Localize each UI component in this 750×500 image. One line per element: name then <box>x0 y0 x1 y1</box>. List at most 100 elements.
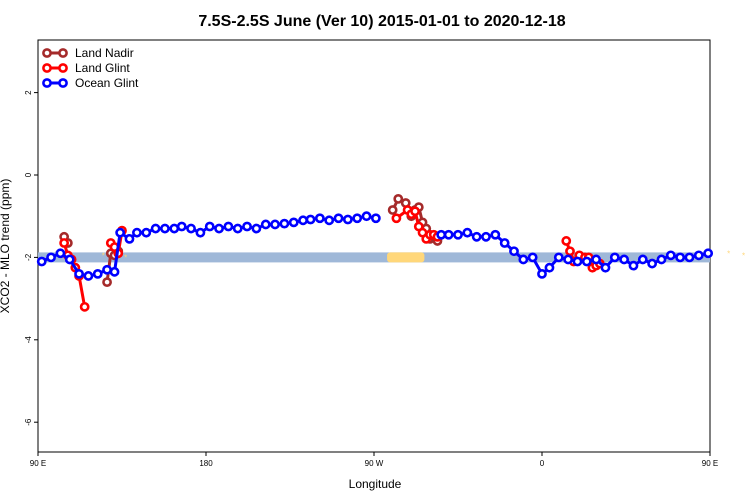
ocean-glint-point <box>195 227 206 238</box>
ocean-glint-point <box>675 252 686 263</box>
land-glint-point <box>410 206 420 217</box>
series-layer <box>36 193 714 312</box>
ocean-glint-point <box>665 250 676 261</box>
legend-marker-land-nadir <box>42 48 52 58</box>
ocean-glint-point <box>619 254 630 265</box>
ocean-glint-point <box>462 227 473 238</box>
ocean-glint-point <box>214 223 224 234</box>
land-nadir-point <box>102 277 112 288</box>
legend-marker-land-nadir <box>58 48 68 58</box>
ocean-glint-point <box>305 214 316 225</box>
band-rect <box>38 252 710 263</box>
land-glint-point <box>565 246 575 257</box>
ocean-glint-point <box>499 238 510 248</box>
ocean-glint-point <box>260 219 271 230</box>
ocean-glint-point <box>361 211 372 222</box>
land-marker: * <box>742 251 745 260</box>
ocean-glint-point <box>223 221 234 232</box>
ocean-glint-point <box>342 214 353 225</box>
ocean-glint-point <box>160 223 170 234</box>
y-tick-label: -4 <box>24 336 33 344</box>
y-tick-label: 0 <box>24 172 33 177</box>
ocean-glint-point <box>55 248 66 259</box>
legend-marker-ocean-glint <box>58 78 68 88</box>
land-marker: * <box>727 249 730 258</box>
ocean-glint-point <box>591 254 602 265</box>
ocean-glint-point <box>600 262 611 273</box>
legend-label-land-glint: Land Glint <box>75 61 130 75</box>
ocean-glint-point <box>684 252 695 263</box>
ocean-glint-point <box>141 227 152 238</box>
ocean-glint-point <box>115 227 126 238</box>
ocean-glint-point <box>46 252 56 263</box>
x-tick-label: 180 <box>199 459 213 468</box>
ocean-glint-point <box>518 254 529 265</box>
ocean-glint-point <box>150 223 161 234</box>
land-nadir-point <box>387 205 398 215</box>
ocean-glint-point <box>74 268 84 279</box>
legend-marker-land-glint <box>58 63 68 73</box>
y-axis-label: XCO2 - MLO trend (ppm) <box>0 179 12 314</box>
ocean-glint-point <box>647 258 658 269</box>
land-marker: * <box>124 253 127 262</box>
ocean-glint-point <box>324 215 335 226</box>
ocean-glint-point <box>572 256 583 267</box>
ocean-glint-point <box>481 231 491 242</box>
ocean-glint-point <box>628 260 639 271</box>
ocean-glint-point <box>314 213 325 224</box>
series-ocean-glint <box>36 211 714 281</box>
ocean-glint-point <box>609 252 620 263</box>
reference-band <box>38 252 710 263</box>
ocean-glint-point <box>544 262 555 273</box>
ocean-glint-point <box>109 266 120 277</box>
ocean-glint-point <box>232 223 243 234</box>
land-nadir-point <box>393 193 404 204</box>
land-glint-point <box>391 213 402 224</box>
ocean-glint-point <box>553 252 564 263</box>
ocean-glint-point <box>288 217 299 228</box>
land-marker: * <box>102 251 105 260</box>
ocean-glint-point <box>124 233 135 244</box>
ocean-glint-point <box>169 223 180 234</box>
plot-frame <box>37 39 711 453</box>
x-tick-label: 90 E <box>702 459 718 468</box>
ocean-glint-point <box>132 227 142 238</box>
ocean-glint-point <box>298 215 308 226</box>
ocean-glint-point <box>370 213 381 224</box>
ocean-glint-point <box>92 268 103 279</box>
ocean-glint-point <box>471 231 482 242</box>
chart-title: 7.5S-2.5S June (Ver 10) 2015-01-01 to 20… <box>198 13 565 30</box>
x-tick-label: 90 E <box>30 459 46 468</box>
axis-ticks: 90 E 180 90 W 0 90 E -6 -4 -2 0 2 <box>24 90 718 468</box>
ocean-glint-point <box>64 254 75 265</box>
ocean-glint-point <box>204 221 215 232</box>
legend-label-ocean-glint: Ocean Glint <box>75 76 139 90</box>
legend-label-land-nadir: Land Nadir <box>75 46 134 60</box>
ocean-glint-point <box>509 246 519 257</box>
ocean-glint-point <box>443 229 454 240</box>
legend-marker-ocean-glint <box>42 78 52 88</box>
ocean-glint-point <box>656 254 667 265</box>
land-glint-point <box>79 301 90 312</box>
ocean-glint-point <box>102 264 112 275</box>
y-tick-label: -2 <box>24 253 33 261</box>
ocean-glint-point <box>637 254 648 265</box>
x-tick-label: 90 W <box>365 459 384 468</box>
x-axis-label: Longitude <box>349 477 402 491</box>
y-tick-label: 2 <box>24 90 33 95</box>
ocean-glint-point <box>352 213 363 224</box>
ocean-glint-point <box>490 229 501 240</box>
ocean-glint-point <box>83 271 94 281</box>
land-marker-region <box>387 252 425 263</box>
ocean-glint-point <box>270 219 280 230</box>
ocean-glint-point <box>333 213 344 224</box>
land-glint-point <box>561 236 572 246</box>
ocean-glint-point <box>563 254 574 265</box>
ocean-glint-point <box>279 218 290 229</box>
ocean-glint-point <box>581 256 592 267</box>
ocean-glint-point <box>242 221 252 232</box>
ocean-glint-point <box>703 248 714 259</box>
ocean-glint-point <box>537 268 547 279</box>
